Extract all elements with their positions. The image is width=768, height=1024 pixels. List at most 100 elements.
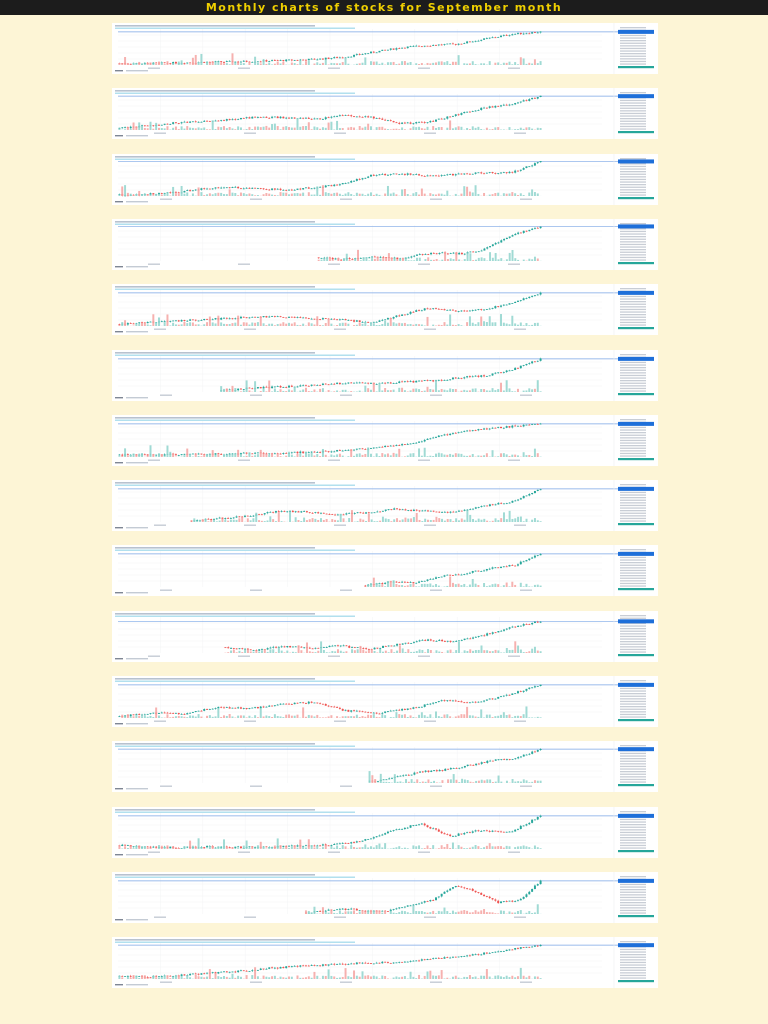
candle-body bbox=[533, 295, 536, 297]
time-axis-tick bbox=[250, 394, 262, 396]
volume-bar bbox=[328, 257, 331, 261]
volume-bar bbox=[327, 192, 330, 196]
time-axis-tick bbox=[148, 459, 160, 461]
volume-bar bbox=[271, 194, 274, 196]
candle-body bbox=[288, 385, 291, 387]
candle-body bbox=[307, 318, 310, 319]
candle-body bbox=[511, 565, 514, 567]
candle-body bbox=[477, 171, 480, 173]
candle-body bbox=[384, 645, 387, 647]
candle-body bbox=[271, 117, 274, 119]
candle-body bbox=[234, 318, 237, 320]
candle-body bbox=[437, 118, 440, 120]
volume-bar bbox=[355, 453, 358, 457]
volume-bar bbox=[206, 129, 209, 131]
candle-body bbox=[314, 512, 317, 514]
price-axis-label bbox=[620, 520, 646, 522]
volume-bar bbox=[214, 129, 217, 131]
volume-bar bbox=[437, 452, 440, 457]
volume-bar bbox=[262, 126, 265, 131]
volume-bar bbox=[519, 322, 522, 327]
volume-bar bbox=[505, 781, 508, 784]
candle-body bbox=[285, 452, 288, 454]
candle-body bbox=[483, 700, 486, 702]
price-axis-label bbox=[620, 781, 646, 783]
candle-body bbox=[208, 453, 211, 455]
candle-body bbox=[475, 251, 477, 253]
candle-body bbox=[330, 451, 333, 453]
candle-body bbox=[457, 43, 460, 45]
candle-body bbox=[497, 36, 500, 38]
candle-body bbox=[391, 778, 393, 779]
candle-body bbox=[277, 646, 280, 648]
price-axis-label bbox=[620, 507, 646, 509]
candle-body bbox=[293, 386, 296, 388]
candle-body bbox=[194, 453, 197, 455]
volume-bar bbox=[364, 385, 367, 392]
volume-bar bbox=[248, 61, 251, 65]
volume-bar bbox=[511, 249, 514, 261]
candle-body bbox=[126, 323, 129, 325]
candle-body bbox=[274, 511, 277, 513]
volume-bar bbox=[208, 62, 211, 65]
volume-bar bbox=[480, 780, 483, 784]
candle-body bbox=[186, 62, 189, 64]
candle-body bbox=[539, 621, 542, 623]
volume-bar bbox=[273, 194, 276, 196]
candle-body bbox=[516, 300, 519, 303]
candle-body bbox=[457, 574, 460, 576]
candle-body bbox=[463, 310, 466, 312]
volume-bar bbox=[269, 649, 272, 653]
volume-bar bbox=[382, 782, 385, 784]
volume-bar bbox=[302, 192, 305, 196]
price-axis-label bbox=[620, 700, 646, 703]
candle-body bbox=[353, 116, 356, 118]
volume-bar bbox=[302, 707, 305, 718]
volume-bar bbox=[418, 388, 421, 392]
volume-bar bbox=[189, 127, 192, 131]
candle-body bbox=[432, 437, 435, 439]
volume-bar bbox=[288, 193, 291, 196]
candle-body bbox=[404, 642, 407, 644]
chart-legend-line bbox=[115, 416, 315, 419]
volume-bar bbox=[206, 193, 209, 196]
candle-body bbox=[307, 58, 310, 61]
time-axis-tick bbox=[520, 198, 532, 200]
volume-bar bbox=[437, 61, 440, 65]
volume-bar bbox=[126, 63, 129, 65]
candle-body bbox=[227, 646, 230, 648]
volume-bar bbox=[514, 781, 517, 784]
candle-body bbox=[454, 310, 457, 312]
candle-body bbox=[469, 251, 472, 253]
candle-body bbox=[291, 510, 294, 513]
volume-bar bbox=[194, 128, 197, 131]
volume-bar bbox=[361, 62, 364, 65]
footer-mark bbox=[115, 788, 123, 790]
volume-bar bbox=[430, 782, 433, 784]
price-axis-label bbox=[620, 128, 646, 130]
volume-bar bbox=[124, 320, 127, 327]
candle-body bbox=[231, 318, 234, 320]
footer-mark bbox=[126, 527, 148, 529]
time-axis-tick bbox=[154, 132, 166, 135]
volume-bar bbox=[129, 193, 132, 196]
volume-bar bbox=[522, 521, 525, 523]
volume-bar bbox=[118, 325, 121, 327]
volume-bar bbox=[480, 316, 483, 327]
candle-body bbox=[536, 489, 539, 492]
volume-bar bbox=[180, 185, 183, 196]
volume-bar bbox=[265, 126, 268, 131]
candle-body bbox=[415, 640, 418, 642]
volume-bar bbox=[531, 388, 534, 392]
candle-body bbox=[401, 509, 404, 511]
candle-body bbox=[536, 555, 539, 557]
candle-body bbox=[336, 514, 339, 516]
chart-legend-line bbox=[115, 547, 315, 549]
chart-legend-line bbox=[115, 92, 355, 95]
last-price-badge bbox=[618, 682, 654, 687]
candle-body bbox=[533, 491, 536, 494]
candle-body bbox=[152, 192, 155, 195]
footer-mark bbox=[126, 200, 148, 202]
volume-bar bbox=[265, 325, 268, 327]
volume-bar bbox=[190, 521, 193, 523]
